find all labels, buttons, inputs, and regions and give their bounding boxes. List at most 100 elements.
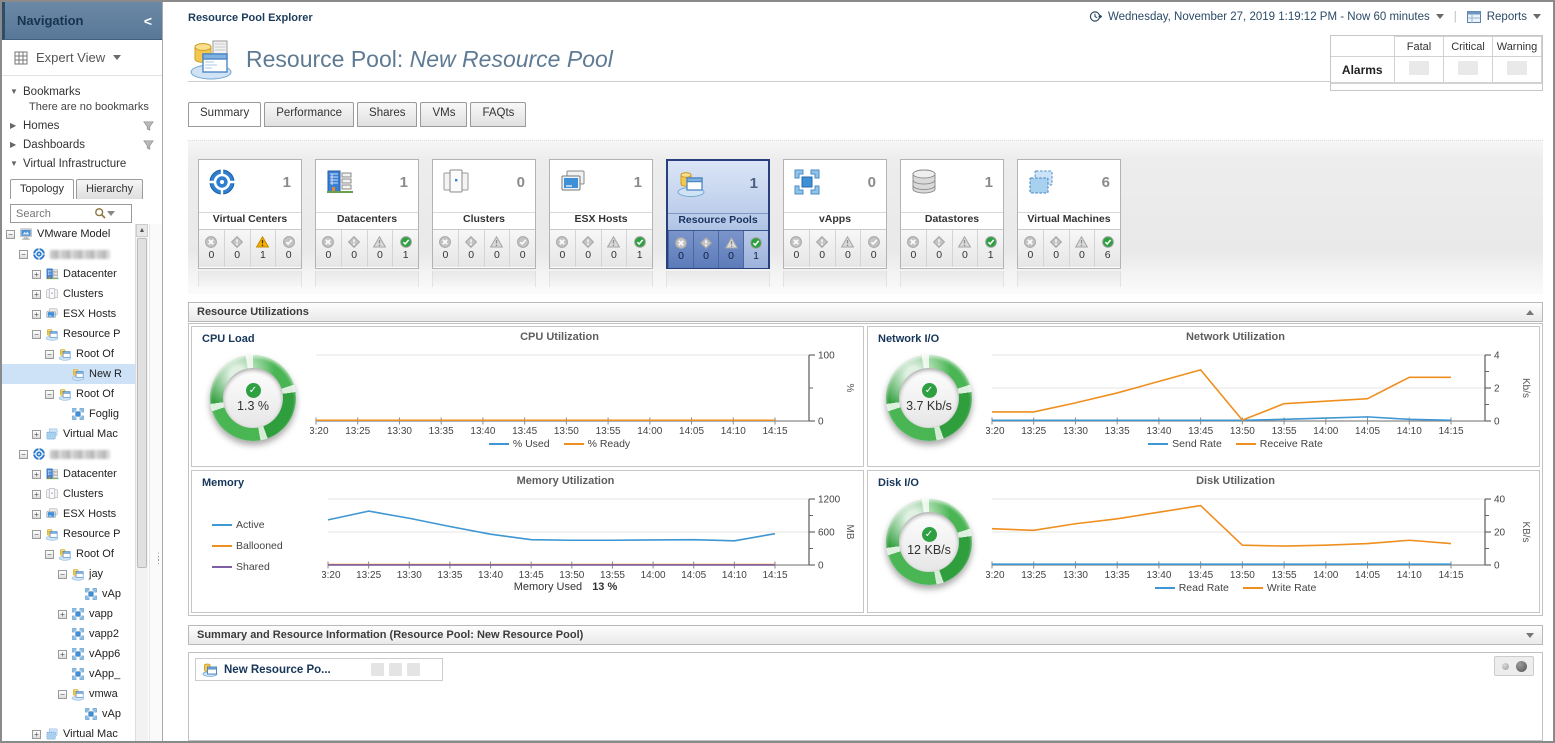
tile-virtual-machines[interactable]: 6 Virtual Machines 0 0 0 6 <box>1017 159 1121 269</box>
tile-esx-hosts[interactable]: 1 ESX Hosts 0 0 0 1 <box>549 159 653 269</box>
tree-item-vcenter-ip[interactable]: − <box>2 244 148 264</box>
alarm-count-warning[interactable]: 0 <box>366 230 393 267</box>
view-toggle-small-button[interactable] <box>1501 662 1509 670</box>
tree-item-vap[interactable]: vAp <box>2 584 148 604</box>
alarm-count-fatal[interactable]: 0 <box>199 230 224 267</box>
tile-virtual-centers[interactable]: 1 Virtual Centers 0 0 1 0 <box>198 159 302 269</box>
sidebar-section-dashboards[interactable]: ▶ Dashboards <box>8 135 162 154</box>
tree-item-root-of[interactable]: − Root Of <box>2 384 148 404</box>
tree-item-foglig[interactable]: Foglig <box>2 404 148 424</box>
collapse-node-button[interactable]: − <box>45 549 54 559</box>
expand-section-icon[interactable] <box>1526 632 1534 638</box>
search-options-caret[interactable] <box>107 211 115 216</box>
alarm-count-normal[interactable]: 0 <box>275 230 301 267</box>
alarm-count-warning[interactable]: 0 <box>951 230 978 267</box>
tree-item-root-of[interactable]: − Root Of <box>2 544 148 564</box>
tab-vms[interactable]: VMs <box>420 102 468 127</box>
section-resource-utilizations[interactable]: Resource Utilizations <box>188 302 1543 322</box>
filter-icon[interactable] <box>143 139 154 150</box>
alarm-count-warning[interactable]: 0 <box>718 231 743 268</box>
tile-vapps[interactable]: 0 vApps 0 0 0 0 <box>783 159 887 269</box>
alarm-count-normal[interactable]: 1 <box>743 231 768 268</box>
alarm-count-fatal[interactable]: 0 <box>316 230 341 267</box>
tree-item-resource-p[interactable]: − Resource P <box>2 524 148 544</box>
tree-item-resource-p[interactable]: − Resource P <box>2 324 148 344</box>
expand-node-button[interactable]: + <box>32 429 41 439</box>
tree-item-vmwa[interactable]: − vmwa <box>2 684 148 704</box>
search-box[interactable] <box>10 204 132 223</box>
alarm-count-fatal[interactable]: 0 <box>668 231 693 268</box>
tree-item-jay[interactable]: − jay <box>2 564 148 584</box>
tile-datastores[interactable]: 1 Datastores 0 0 0 1 <box>900 159 1004 269</box>
tree-item-esx-hosts[interactable]: + ESX Hosts <box>2 304 148 324</box>
collapse-node-button[interactable]: − <box>58 569 67 579</box>
tile-clusters[interactable]: 0 Clusters 0 0 0 0 <box>432 159 536 269</box>
alarm-count-warning[interactable]: 0 <box>600 230 627 267</box>
tab-performance[interactable]: Performance <box>264 102 355 127</box>
alarm-count-normal[interactable]: 1 <box>977 230 1003 267</box>
tile-resource-pools[interactable]: 1 Resource Pools 0 0 0 1 <box>666 159 770 269</box>
alarm-count-warning[interactable]: 0 <box>483 230 510 267</box>
view-toggle-large-button[interactable] <box>1515 660 1527 672</box>
alarm-count-critical[interactable]: 0 <box>340 230 367 267</box>
timerange-caret[interactable] <box>1435 14 1444 19</box>
alarm-count-critical[interactable]: 0 <box>223 230 250 267</box>
expand-node-button[interactable]: + <box>58 649 67 659</box>
alarms-count-critical[interactable] <box>1443 56 1493 83</box>
alarms-count-fatal[interactable] <box>1394 56 1444 83</box>
alarm-count-normal[interactable]: 0 <box>509 230 535 267</box>
alarm-count-critical[interactable]: 0 <box>808 230 835 267</box>
collapse-node-button[interactable]: − <box>19 249 28 259</box>
alarm-count-warning[interactable]: 1 <box>249 230 276 267</box>
scrollbar-thumb[interactable] <box>137 238 147 568</box>
expand-node-button[interactable]: + <box>32 289 41 299</box>
collapse-node-button[interactable]: − <box>32 529 41 539</box>
collapse-node-button[interactable]: − <box>45 349 54 359</box>
alarm-count-critical[interactable]: 0 <box>693 231 718 268</box>
alarm-count-normal[interactable]: 0 <box>860 230 886 267</box>
alarm-count-critical[interactable]: 0 <box>457 230 484 267</box>
sidebar-section-bookmarks[interactable]: ▼ Bookmarks <box>8 82 162 101</box>
timerange-label[interactable]: Wednesday, November 27, 2019 1:19:12 PM … <box>1107 10 1430 23</box>
alarm-count-critical[interactable]: 0 <box>925 230 952 267</box>
tab-summary[interactable]: Summary <box>188 102 262 127</box>
tree-item-root-of[interactable]: − Root Of <box>2 344 148 364</box>
breadcrumb[interactable]: Resource Pool Explorer <box>188 12 313 24</box>
tile-datacenters[interactable]: 1 Datacenters 0 0 0 1 <box>315 159 419 269</box>
tree-item-vapp_[interactable]: vApp_ <box>2 664 148 684</box>
collapse-node-button[interactable]: − <box>45 389 54 399</box>
expand-node-button[interactable]: + <box>32 489 41 499</box>
expand-node-button[interactable]: + <box>32 309 41 319</box>
alarm-count-normal[interactable]: 1 <box>392 230 418 267</box>
tree-item-clusters[interactable]: + Clusters <box>2 284 148 304</box>
tree-item-virtual-mac[interactable]: + Virtual Mac <box>2 424 148 444</box>
alarm-count-fatal[interactable]: 0 <box>433 230 458 267</box>
section-summary-info[interactable]: Summary and Resource Information (Resour… <box>188 625 1543 645</box>
collapse-section-icon[interactable] <box>1526 309 1534 315</box>
expand-node-button[interactable]: + <box>32 469 41 479</box>
alarm-count-normal[interactable]: 1 <box>626 230 652 267</box>
tab-shares[interactable]: Shares <box>357 102 418 127</box>
alarm-count-critical[interactable]: 0 <box>1042 230 1069 267</box>
alarm-count-warning[interactable]: 0 <box>834 230 861 267</box>
tree-item-clusters[interactable]: + Clusters <box>2 484 148 504</box>
sidebar-section-virtual-infrastructure[interactable]: ▼ Virtual Infrastructure <box>8 154 162 173</box>
view-selector[interactable]: Expert View <box>2 40 162 76</box>
tree-item-new-r[interactable]: New R <box>2 364 148 384</box>
alarm-count-fatal[interactable]: 0 <box>901 230 926 267</box>
sidebar-resize-gutter[interactable]: ⋮ ⋮ <box>149 224 163 741</box>
alarm-count-normal[interactable]: 6 <box>1094 230 1120 267</box>
search-icon[interactable] <box>94 207 107 220</box>
expand-node-button[interactable]: + <box>58 609 67 619</box>
filter-icon[interactable] <box>143 120 154 131</box>
tree-item-datacenter[interactable]: + Datacenter <box>2 264 148 284</box>
reports-label[interactable]: Reports <box>1486 10 1527 23</box>
tab-hierarchy[interactable]: Hierarchy <box>76 179 144 199</box>
reports-caret[interactable] <box>1533 14 1541 19</box>
tree-item-vcenter-ip[interactable]: − <box>2 444 148 464</box>
sidebar-collapse-button[interactable]: < <box>143 12 152 29</box>
collapse-node-button[interactable]: − <box>6 229 15 239</box>
search-input[interactable] <box>16 207 94 220</box>
alarm-count-critical[interactable]: 0 <box>574 230 601 267</box>
resource-pool-portlet-tab[interactable]: New Resource Po... <box>195 658 443 681</box>
